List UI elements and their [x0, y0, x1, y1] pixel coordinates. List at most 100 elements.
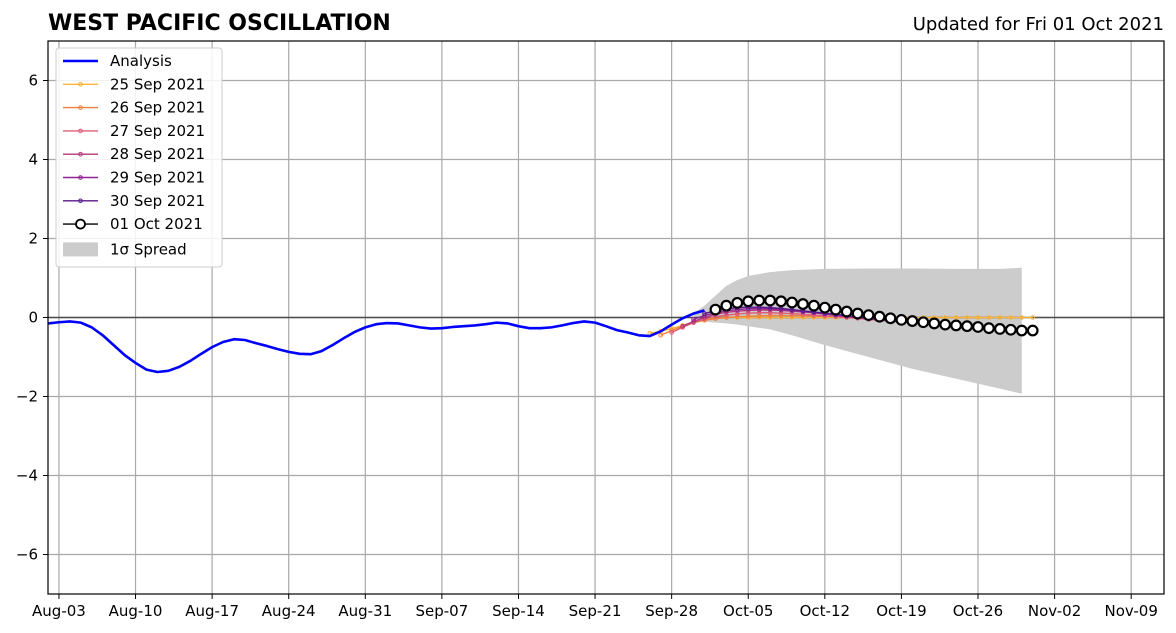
legend-marker — [75, 218, 86, 230]
forecast-point — [928, 317, 941, 330]
forecast-point — [753, 294, 766, 307]
forecast-point — [720, 299, 733, 312]
y-tick-label: −4 — [16, 467, 38, 485]
x-tick-label: Oct-12 — [800, 602, 850, 620]
y-tick-label: 6 — [28, 72, 38, 90]
forecast-point — [975, 315, 981, 320]
y-tick-label: 2 — [28, 230, 38, 248]
legend-swatch-spread — [63, 242, 98, 257]
forecast-point — [840, 305, 853, 318]
legend-marker — [78, 128, 83, 134]
legend-marker — [78, 105, 83, 110]
x-tick-label: Sep-28 — [645, 602, 698, 620]
legend-box — [55, 47, 223, 268]
forecast-point — [953, 315, 959, 320]
legend-label: Analysis — [110, 52, 172, 70]
forecast-point — [764, 294, 777, 307]
forecast-point — [680, 323, 685, 329]
x-tick-label: Nov-02 — [1028, 602, 1081, 620]
forecast-point — [983, 322, 995, 335]
forecast-point — [993, 323, 1006, 335]
forecast-point — [997, 315, 1003, 320]
forecast-point — [884, 312, 897, 325]
forecast-point — [756, 310, 762, 316]
axes: Aug-03 Aug-10 Aug-17 Aug-24 Aug-31 Sep-07 Sep-… — [16, 40, 1165, 620]
forecast-point — [818, 301, 831, 314]
forecast-point — [862, 309, 875, 322]
forecast-point — [961, 320, 973, 333]
legend-label: 25 Sep 2021 — [110, 75, 205, 93]
x-tick-label: Aug-17 — [185, 602, 239, 620]
x-tick-label: Aug-24 — [262, 602, 316, 620]
legend-label: 30 Sep 2021 — [110, 192, 205, 210]
forecast-point — [786, 296, 798, 309]
y-tick-label: 4 — [28, 151, 38, 169]
forecast-point — [767, 313, 773, 318]
x-tick-label: Oct-26 — [953, 602, 1003, 620]
forecast-point — [895, 313, 908, 326]
y-tick-label: −2 — [16, 388, 38, 406]
legend-marker — [78, 151, 83, 157]
legend: Analysis 25 Sep 2021 26 Sep 2021 27 Sep 202… — [55, 47, 223, 268]
forecast-point — [731, 296, 744, 309]
forecast-point — [1019, 315, 1025, 320]
x-tick-label: Aug-31 — [338, 602, 392, 620]
forecast-point — [986, 315, 992, 320]
x-tick-label: Aug-03 — [32, 602, 86, 620]
forecast-point — [972, 321, 984, 333]
forecast-point — [742, 295, 755, 308]
x-tick-label: Sep-14 — [492, 602, 545, 620]
analysis-line-path — [47, 309, 705, 374]
legend-label: 27 Sep 2021 — [110, 122, 205, 140]
forecast-point — [939, 318, 952, 331]
legend-marker — [78, 175, 83, 180]
forecast-point — [797, 298, 809, 310]
x-tick-label: Nov-09 — [1104, 602, 1157, 620]
forecast-point — [775, 295, 787, 308]
x-tick-label: Sep-21 — [569, 602, 622, 620]
forecast-point — [873, 310, 886, 323]
forecast-point — [702, 313, 707, 318]
x-tick-label: Oct-19 — [876, 602, 926, 620]
legend-marker — [78, 198, 83, 204]
forecast-point — [691, 319, 696, 324]
analysis-line — [47, 309, 705, 374]
forecast-point — [964, 315, 970, 320]
y-tick-label: −6 — [16, 546, 38, 564]
forecast-point — [829, 303, 842, 316]
forecast-point — [1004, 323, 1017, 336]
forecast-point — [851, 307, 864, 320]
legend-label: 26 Sep 2021 — [110, 99, 205, 117]
x-tick-label: Aug-10 — [109, 602, 163, 620]
forecast-point — [1008, 315, 1014, 320]
legend-label: 01 Oct 2021 — [110, 215, 203, 233]
forecast-point — [1015, 324, 1028, 337]
x-tick-label: Sep-07 — [415, 602, 468, 620]
forecast-point — [691, 317, 696, 322]
forecast-point — [702, 311, 707, 316]
forecast-point — [1026, 324, 1039, 337]
spread-area — [693, 267, 1022, 394]
spread-band — [693, 267, 1022, 394]
forecast-point — [669, 330, 674, 335]
legend-label: 28 Sep 2021 — [110, 145, 205, 163]
series-markers — [709, 294, 1039, 337]
y-tick-label: 0 — [28, 309, 38, 327]
forecast-point — [906, 315, 919, 327]
forecast-point — [709, 303, 722, 316]
forecast-point — [917, 316, 930, 329]
legend-marker — [78, 82, 83, 87]
x-tick-label: Oct-05 — [723, 602, 773, 620]
forecast-point — [658, 332, 664, 338]
chart-subtitle: Updated for Fri 01 Oct 2021 — [913, 14, 1164, 35]
forecast-point — [950, 319, 963, 332]
legend-label-spread: 1σ Spread — [110, 240, 187, 258]
forecast-point — [1030, 315, 1036, 320]
chart-title: WEST PACIFIC OSCILLATION — [48, 11, 391, 36]
forecast-point — [745, 310, 751, 316]
forecast-point — [734, 311, 740, 317]
legend-label: 29 Sep 2021 — [110, 169, 205, 187]
forecast-point — [734, 314, 740, 320]
forecast-point — [807, 299, 820, 312]
